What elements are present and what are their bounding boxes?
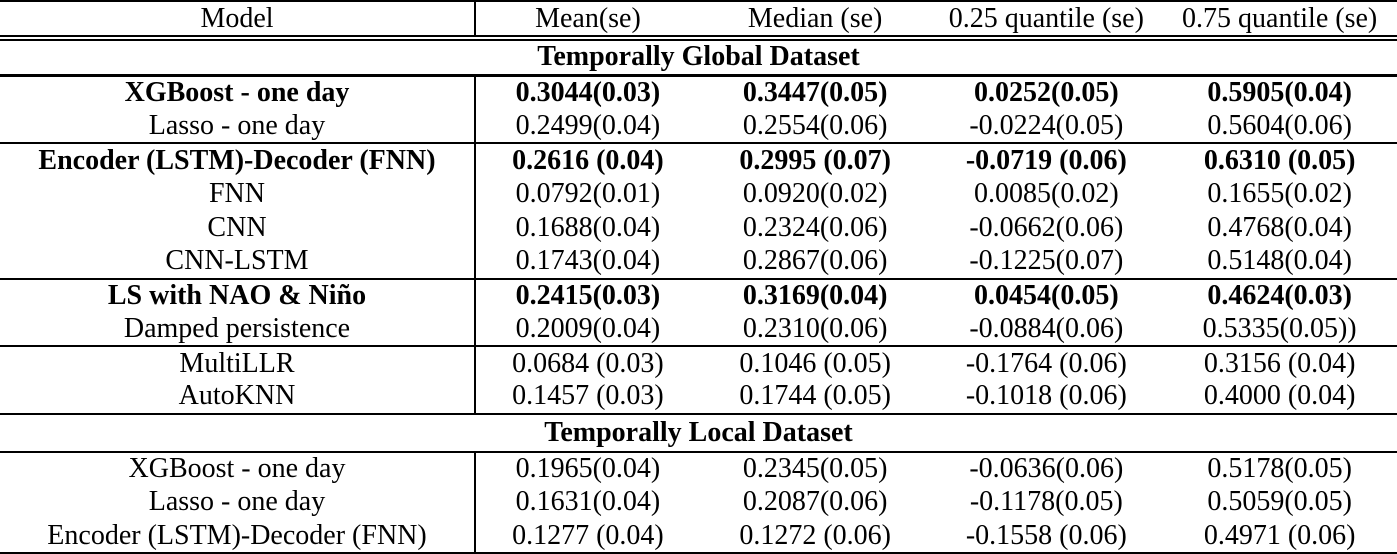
model-cell: AutoKNN (0, 379, 476, 415)
mean-cell: 0.0792(0.01) (515, 178, 661, 210)
model-cell: FNN (0, 177, 476, 211)
mean-cell: 0.2499(0.04) (474, 109, 700, 145)
q75-cell: 0.6310 (0.05) (1203, 144, 1356, 176)
table-row-autoknn: AutoKNN 0.1457 (0.03) 0.1744 (0.05) -0.1… (0, 379, 1397, 415)
median-cell: 0.0920(0.02) (742, 178, 888, 210)
table-row-encoder-local: Encoder (LSTM)-Decoder (FNN) 0.1277 (0.0… (0, 519, 1397, 554)
table-row-encoder-global: Encoder (LSTM)-Decoder (FNN) 0.2616 (0.0… (0, 143, 1397, 178)
model-cell: LS with NAO & Niño (0, 278, 476, 313)
q75-cell: 0.5148(0.04) (1162, 244, 1397, 280)
q25-cell: -0.0636(0.06) (969, 452, 1124, 484)
q25-cell: -0.1764 (0.06) (965, 347, 1127, 379)
table-row-lasso-local: Lasso - one day 0.1631(0.04) 0.2087(0.06… (0, 485, 1397, 520)
model-cell: Encoder (LSTM)-Decoder (FNN) (0, 143, 476, 178)
q75-cell: 0.4971 (0.06) (1162, 519, 1397, 554)
q75-cell: 0.1655(0.02) (1207, 178, 1352, 210)
q75-cell: 0.5335(0.05)) (1162, 312, 1397, 348)
median-cell: 0.2345(0.05) (742, 452, 888, 484)
column-header-q25: 0.25 quantile (se) (930, 0, 1163, 41)
model-cell: XGBoost - one day (0, 451, 476, 486)
q25-cell: 0.0085(0.02) (974, 178, 1119, 210)
q75-cell: 0.4000 (0.04) (1162, 379, 1397, 415)
q25-cell: -0.1225(0.07) (930, 244, 1163, 280)
q75-cell: 0.5604(0.06) (1162, 109, 1397, 145)
model-cell: CNN (0, 211, 476, 245)
header-row: Model Mean(se) Median (se) 0.25 quantile… (0, 0, 1397, 41)
model-cell: Lasso - one day (0, 485, 476, 520)
q75-cell: 0.3156 (0.04) (1203, 347, 1356, 379)
model-cell: CNN-LSTM (0, 244, 476, 280)
section-header-local: Temporally Local Dataset (0, 412, 1397, 453)
q25-cell: 0.0252(0.05) (974, 77, 1119, 109)
q25-cell: -0.1018 (0.06) (930, 379, 1163, 415)
mean-cell: 0.2616 (0.04) (512, 144, 664, 176)
median-cell: 0.2087(0.06) (742, 486, 888, 518)
table-row-lasso-global: Lasso - one day 0.2499(0.04) 0.2554(0.06… (0, 109, 1397, 145)
q25-cell: -0.0224(0.05) (930, 109, 1163, 145)
table-row-xgboost-global: XGBoost - one day 0.3044(0.03) 0.3447(0.… (0, 75, 1397, 110)
median-cell: 0.2867(0.06) (699, 244, 931, 280)
section-title: Temporally Local Dataset (0, 412, 1397, 453)
column-header-median: Median (se) (699, 0, 931, 41)
table-row-ls-nao-nino: LS with NAO & Niño 0.2415(0.03) 0.3169(0… (0, 278, 1397, 313)
median-cell: 0.3447(0.05) (742, 77, 888, 109)
q75-cell: 0.4624(0.03) (1207, 279, 1352, 311)
column-header-model: Model (0, 0, 476, 41)
median-cell: 0.2554(0.06) (699, 109, 931, 145)
model-cell: Lasso - one day (0, 109, 476, 145)
table-row-xgboost-local: XGBoost - one day 0.1965(0.04) 0.2345(0.… (0, 451, 1397, 486)
mean-cell: 0.2009(0.04) (474, 312, 700, 348)
median-cell: 0.1744 (0.05) (699, 379, 931, 415)
q25-cell: -0.0884(0.06) (930, 312, 1163, 348)
median-cell: 0.3169(0.04) (742, 279, 888, 311)
q75-cell: 0.5059(0.05) (1207, 486, 1352, 518)
q75-cell: 0.5905(0.04) (1207, 77, 1352, 109)
mean-cell: 0.1457 (0.03) (474, 379, 700, 415)
median-cell: 0.2324(0.06) (742, 211, 888, 243)
mean-cell: 0.1743(0.04) (474, 244, 700, 280)
column-header-q75: 0.75 quantile (se) (1162, 0, 1397, 41)
mean-cell: 0.1631(0.04) (515, 486, 661, 518)
table-row-multillr: MultiLLR 0.0684 (0.03) 0.1046 (0.05) -0.… (0, 346, 1397, 380)
table-row-cnn: CNN 0.1688(0.04) 0.2324(0.06) -0.0662(0.… (0, 211, 1397, 245)
median-cell: 0.2310(0.06) (699, 312, 931, 348)
column-header-mean: Mean(se) (474, 0, 700, 41)
model-cell: MultiLLR (0, 346, 476, 380)
mean-cell: 0.3044(0.03) (515, 77, 661, 109)
table-row-cnn-lstm: CNN-LSTM 0.1743(0.04) 0.2867(0.06) -0.12… (0, 244, 1397, 280)
median-cell: 0.1046 (0.05) (739, 347, 891, 379)
mean-cell: 0.1277 (0.04) (474, 519, 700, 554)
q25-cell: -0.0662(0.06) (969, 211, 1124, 243)
table-row-damped-persistence: Damped persistence 0.2009(0.04) 0.2310(0… (0, 312, 1397, 348)
section-header-global: Temporally Global Dataset (0, 36, 1397, 77)
q25-cell: -0.0719 (0.06) (965, 144, 1127, 176)
q25-cell: -0.1558 (0.06) (930, 519, 1163, 554)
median-cell: 0.2995 (0.07) (739, 144, 891, 176)
section-title: Temporally Global Dataset (0, 36, 1397, 77)
median-cell: 0.1272 (0.06) (699, 519, 931, 554)
mean-cell: 0.1688(0.04) (515, 211, 661, 243)
q75-cell: 0.4768(0.04) (1207, 211, 1352, 243)
mean-cell: 0.1965(0.04) (515, 452, 661, 484)
model-cell: XGBoost - one day (0, 75, 476, 110)
q25-cell: -0.1178(0.05) (969, 486, 1123, 518)
model-cell: Damped persistence (0, 312, 476, 348)
mean-cell: 0.0684 (0.03) (512, 347, 664, 379)
table-row-fnn: FNN 0.0792(0.01) 0.0920(0.02) 0.0085(0.0… (0, 177, 1397, 211)
model-cell: Encoder (LSTM)-Decoder (FNN) (0, 519, 476, 554)
q75-cell: 0.5178(0.05) (1207, 452, 1352, 484)
mean-cell: 0.2415(0.03) (515, 279, 661, 311)
q25-cell: 0.0454(0.05) (974, 279, 1119, 311)
